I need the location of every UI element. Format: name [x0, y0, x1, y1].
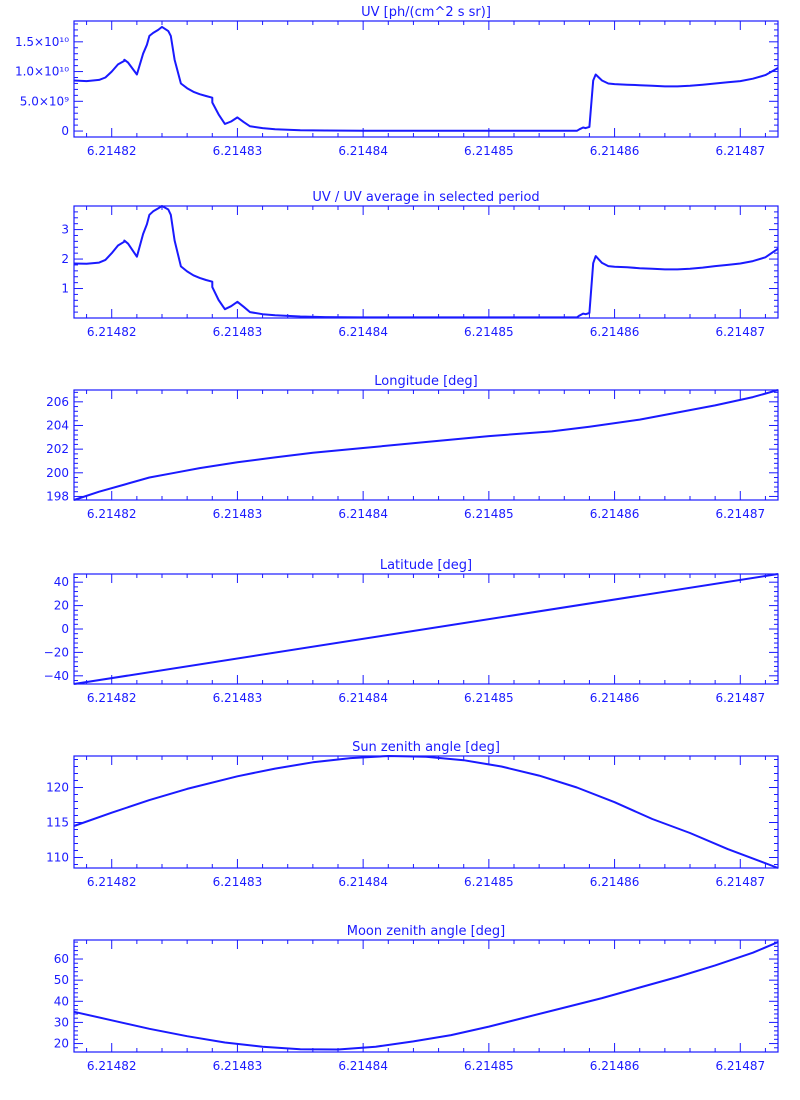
y-tick-label: 1 [61, 282, 69, 296]
series-line [73, 205, 779, 319]
x-tick-label: 6.21485 [464, 507, 514, 521]
x-tick-label: 6.21483 [213, 325, 263, 339]
x-tick-label: 6.21484 [338, 325, 388, 339]
x-tick-label: 6.21482 [87, 691, 137, 705]
x-tick-label: 6.21485 [464, 1059, 514, 1073]
y-tick-label: 115 [46, 816, 69, 830]
y-tick-label: −40 [44, 669, 69, 683]
x-tick-label: 6.21482 [87, 325, 137, 339]
y-tick-label: 1.0×10¹⁰ [15, 65, 69, 79]
y-tick-label: 200 [46, 466, 69, 480]
x-tick-label: 6.21482 [87, 875, 137, 889]
x-tick-label: 6.21485 [464, 144, 514, 158]
y-tick-label: 120 [46, 781, 69, 795]
chart-panel-6: Moon zenith angle [deg] 6.21482 6.21483 6.2… [54, 924, 779, 1073]
x-tick-label: 6.21483 [213, 1059, 263, 1073]
plot-frame [73, 939, 779, 1053]
x-tick-label: 6.21486 [590, 875, 640, 889]
chart-panel-3: Longitude [deg] 6.21482 6.21483 6.21484 6.21… [46, 374, 779, 521]
y-tick-label: 20 [54, 1037, 69, 1051]
chart-title: UV [ph/(cm^2 s sr)] [361, 5, 491, 20]
x-tick-label: 6.21482 [87, 144, 137, 158]
y-tick-label: 20 [54, 599, 69, 613]
chart-panel-2: UV / UV average in selected period 6.2148… [61, 190, 779, 339]
y-tick-label: 1.5×10¹⁰ [15, 35, 69, 49]
x-tick-label: 6.21487 [715, 1059, 765, 1073]
x-tick-label: 6.21485 [464, 691, 514, 705]
x-tick-label: 6.21487 [715, 691, 765, 705]
y-tick-label: 198 [46, 489, 69, 503]
y-tick-label: 40 [54, 994, 69, 1008]
y-tick-label: 2 [61, 252, 69, 266]
y-tick-label: 0 [61, 124, 69, 138]
series-line [73, 755, 779, 869]
x-tick-label: 6.21482 [87, 1059, 137, 1073]
x-tick-label: 6.21484 [338, 507, 388, 521]
y-tick-label: 0 [61, 622, 69, 636]
chart-title: UV / UV average in selected period [312, 190, 539, 205]
series-line [73, 25, 779, 132]
x-tick-label: 6.21484 [338, 144, 388, 158]
x-tick-label: 6.21487 [715, 507, 765, 521]
x-tick-label: 6.21485 [464, 325, 514, 339]
x-tick-label: 6.21484 [338, 1059, 388, 1073]
x-tick-label: 6.21486 [590, 507, 640, 521]
x-tick-label: 6.21483 [213, 691, 263, 705]
x-tick-label: 6.21487 [715, 144, 765, 158]
series-line [73, 573, 779, 685]
x-tick-label: 6.21486 [590, 691, 640, 705]
x-tick-label: 6.21486 [590, 144, 640, 158]
x-tick-label: 6.21486 [590, 325, 640, 339]
chart-panel-4: Latitude [deg] 6.21482 6.21483 6.21484 6.214… [44, 558, 779, 705]
x-tick-label: 6.21482 [87, 507, 137, 521]
y-tick-label: 60 [54, 952, 69, 966]
y-tick-label: 3 [61, 223, 69, 237]
y-tick-label: 50 [54, 973, 69, 987]
x-tick-label: 6.21484 [338, 875, 388, 889]
chart-panel-1: UV [ph/(cm^2 s sr)] 6.21482 6.21483 6.21484… [15, 5, 779, 158]
y-tick-label: 5.0×10⁹ [20, 94, 69, 108]
chart-title: Sun zenith angle [deg] [352, 740, 500, 755]
plot-frame [73, 389, 779, 501]
x-tick-label: 6.21487 [715, 325, 765, 339]
plot-frame [73, 755, 779, 869]
x-tick-label: 6.21483 [213, 144, 263, 158]
y-tick-label: 202 [46, 442, 69, 456]
y-tick-label: 110 [46, 851, 69, 865]
y-tick-label: 30 [54, 1015, 69, 1029]
x-tick-label: 6.21485 [464, 875, 514, 889]
x-tick-label: 6.21483 [213, 875, 263, 889]
y-tick-label: 204 [46, 418, 69, 432]
y-tick-label: 40 [54, 575, 69, 589]
series-line [73, 389, 779, 501]
x-tick-label: 6.21486 [590, 1059, 640, 1073]
chart-title: Latitude [deg] [380, 558, 472, 573]
y-tick-label: −20 [44, 645, 69, 659]
series-line [73, 941, 779, 1051]
x-tick-label: 6.21483 [213, 507, 263, 521]
chart-title: Longitude [deg] [374, 374, 477, 389]
x-tick-label: 6.21487 [715, 875, 765, 889]
chart-panel-5: Sun zenith angle [deg] 6.21482 6.21483 6.21… [46, 740, 779, 889]
y-tick-label: 206 [46, 395, 69, 409]
chart-title: Moon zenith angle [deg] [347, 924, 505, 939]
plot-frame [73, 20, 779, 138]
x-tick-label: 6.21484 [338, 691, 388, 705]
